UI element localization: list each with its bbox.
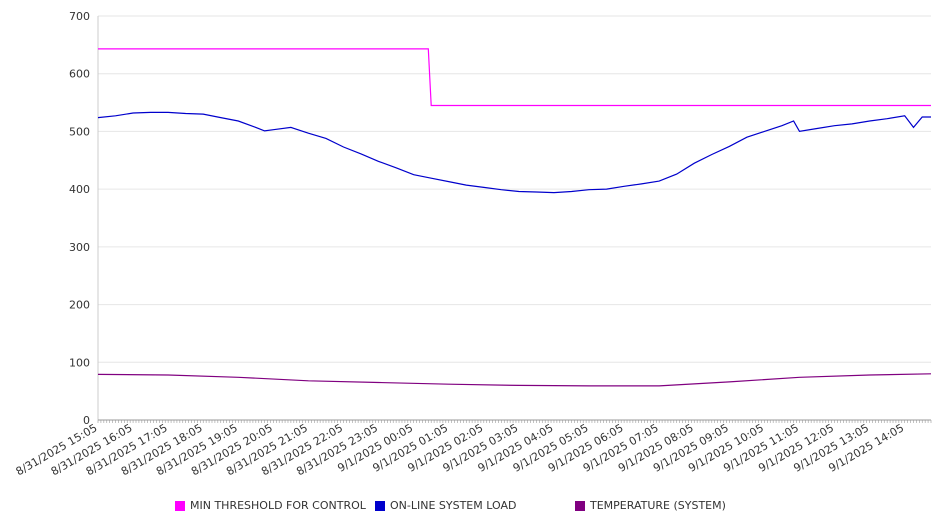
legend-swatch-min-threshold — [175, 500, 185, 511]
y-tick-label: 0 — [83, 414, 90, 427]
series-line-2 — [97, 373, 932, 387]
legend-label-temperature: TEMPERATURE (SYSTEM) — [590, 499, 726, 512]
legend: MIN THRESHOLD FOR CONTROL ON-LINE SYSTEM… — [0, 499, 946, 515]
axes — [97, 16, 932, 423]
series-line-1 — [97, 111, 931, 194]
y-tick-label: 400 — [69, 183, 90, 196]
legend-label-system-load: ON-LINE SYSTEM LOAD — [390, 499, 517, 512]
legend-label-min-threshold: MIN THRESHOLD FOR CONTROL — [190, 499, 366, 512]
y-tick-label: 700 — [69, 10, 90, 23]
gridlines — [98, 15, 931, 363]
y-tick-label: 500 — [69, 125, 90, 138]
y-tick-label: 600 — [69, 68, 90, 81]
legend-item-temperature: TEMPERATURE (SYSTEM) — [575, 499, 726, 512]
series-line-0 — [98, 48, 931, 107]
y-tick-label: 100 — [69, 356, 90, 369]
x-axis-ticks: 8/31/2025 15:058/31/2025 16:058/31/2025 … — [14, 421, 907, 478]
series-lines — [97, 48, 932, 387]
y-tick-label: 200 — [69, 299, 90, 312]
legend-item-system-load: ON-LINE SYSTEM LOAD — [375, 499, 516, 512]
legend-swatch-system-load — [375, 500, 385, 511]
y-tick-label: 300 — [69, 241, 90, 254]
y-axis-ticks: 0 100 200 300 400 500 600 700 — [69, 10, 90, 427]
legend-swatch-temperature — [575, 500, 585, 511]
legend-item-min-threshold: MIN THRESHOLD FOR CONTROL — [175, 499, 366, 512]
